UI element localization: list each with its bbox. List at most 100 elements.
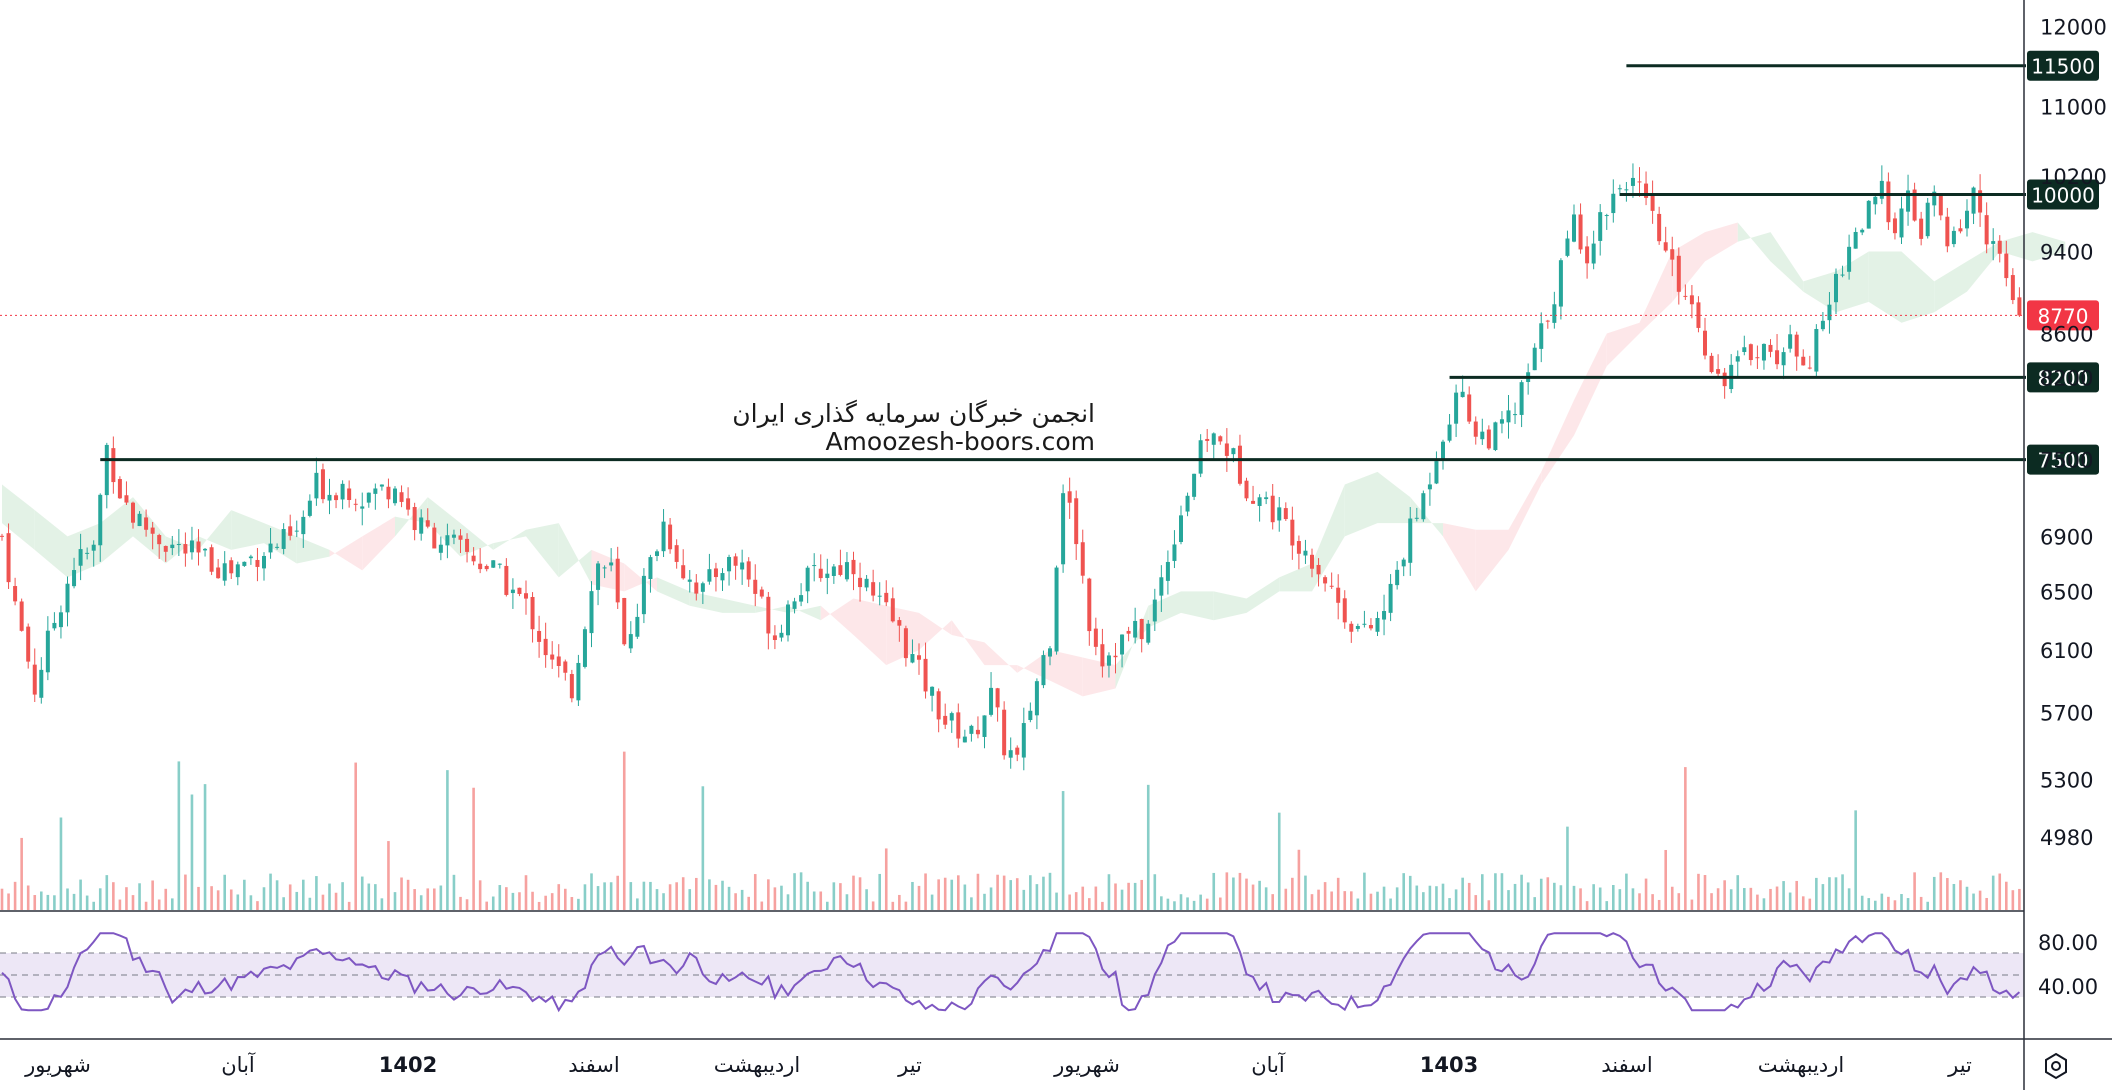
volume-bar — [46, 894, 50, 910]
volume-bar — [1061, 791, 1065, 910]
candle-body — [327, 494, 332, 501]
time-tick-label: تیر — [1947, 1053, 1972, 1077]
candle-body — [733, 556, 738, 566]
support-resistance-levels[interactable]: 11500 10000 8200 7500 8770 — [0, 50, 2099, 475]
volume-bar — [380, 898, 384, 910]
candle-body — [949, 713, 954, 721]
candle-body — [766, 596, 771, 634]
settings-button[interactable] — [2036, 1048, 2076, 1084]
volume-bar — [957, 875, 960, 910]
volume-bar — [557, 884, 561, 910]
candle-body — [288, 526, 293, 536]
candle-body — [1932, 191, 1937, 206]
candle-body — [975, 729, 980, 735]
candle-body — [720, 573, 725, 581]
candle-body — [1179, 515, 1183, 543]
candle-body — [1958, 228, 1963, 232]
volume-bar — [1513, 883, 1517, 910]
candle-body — [1054, 567, 1059, 652]
volume-bar — [452, 874, 456, 910]
candle-body — [1388, 583, 1393, 613]
volume-bar — [1788, 892, 1792, 910]
volume-bar — [1336, 877, 1340, 910]
candle-body — [1021, 723, 1026, 758]
candle-body — [262, 555, 266, 569]
candle-body — [85, 552, 90, 554]
price-tick-label: 6900 — [2040, 525, 2093, 549]
volume-bar — [177, 761, 181, 910]
volume-bar — [970, 897, 973, 910]
cloud-segment — [296, 536, 330, 564]
candle-body — [740, 562, 745, 570]
candle-body — [1539, 323, 1544, 349]
cloud-segment — [1639, 251, 1673, 334]
volume-bar — [236, 894, 240, 910]
volume-bar — [1192, 900, 1196, 910]
time-tick-label: 1403 — [1420, 1053, 1478, 1077]
candle-body — [137, 513, 142, 527]
candle-body — [1650, 193, 1655, 211]
volume-bar — [118, 899, 122, 910]
cloud-segment — [1803, 271, 1836, 313]
candle-body — [1028, 710, 1033, 721]
volume-bar — [465, 899, 469, 910]
candle-body — [1663, 242, 1668, 251]
candle-body — [1467, 394, 1472, 422]
candle-body — [1676, 255, 1681, 292]
candle-body — [1814, 328, 1819, 372]
candle-body — [275, 546, 280, 548]
volume-bar — [1919, 896, 1923, 910]
volume-bar — [53, 895, 56, 910]
candle-body — [786, 604, 790, 636]
price-tick-label: 8600 — [2040, 322, 2093, 346]
candle-body — [556, 656, 561, 666]
candle-body — [1368, 625, 1373, 629]
volume-bar — [1618, 889, 1622, 910]
volume-bar — [1651, 894, 1654, 910]
candle-body — [2004, 253, 2009, 279]
cloud-segment — [820, 598, 854, 635]
volume-bar — [1860, 895, 1864, 910]
volume-bar — [1998, 873, 2002, 910]
cloud-segment — [722, 598, 756, 613]
candle-body — [1945, 216, 1950, 247]
candle-body — [1270, 495, 1275, 523]
volume-bar — [662, 893, 665, 910]
volume-bar — [171, 898, 174, 910]
volume-bar — [1042, 876, 1045, 910]
candle-body — [478, 563, 483, 570]
candle-body — [1067, 491, 1072, 503]
volume-bar — [354, 762, 357, 910]
candle-body — [1493, 422, 1498, 451]
price-tick-label: 12000 — [2040, 15, 2107, 39]
volume-bar — [1415, 885, 1419, 910]
candle-body — [235, 564, 240, 578]
volume-bar — [1114, 883, 1117, 910]
volume-bar — [839, 883, 842, 910]
volume-bar — [1900, 894, 1903, 910]
candle-body — [1401, 559, 1406, 567]
volume-bar — [1264, 887, 1268, 910]
volume-bar — [1245, 878, 1248, 910]
candle-body — [1775, 350, 1780, 365]
candle-body — [72, 570, 77, 587]
volume-bar — [1821, 884, 1825, 910]
last-price-label: 8770 — [2038, 304, 2089, 328]
candle-body — [1080, 542, 1085, 576]
candle-body — [589, 591, 594, 634]
volume-bar — [1533, 897, 1536, 910]
candle-body — [1748, 344, 1753, 361]
cloud-segment — [1574, 333, 1607, 436]
candle-body — [1002, 709, 1007, 756]
cloud-segment — [2032, 232, 2066, 262]
volume-bar — [1729, 889, 1733, 910]
candle-body — [170, 544, 175, 549]
candle-body — [884, 592, 889, 603]
candle-body — [2010, 275, 2015, 301]
volume-bar — [1612, 885, 1615, 910]
volume-bar — [1598, 887, 1602, 910]
volume-bar — [393, 892, 397, 910]
candle-body — [183, 544, 188, 554]
